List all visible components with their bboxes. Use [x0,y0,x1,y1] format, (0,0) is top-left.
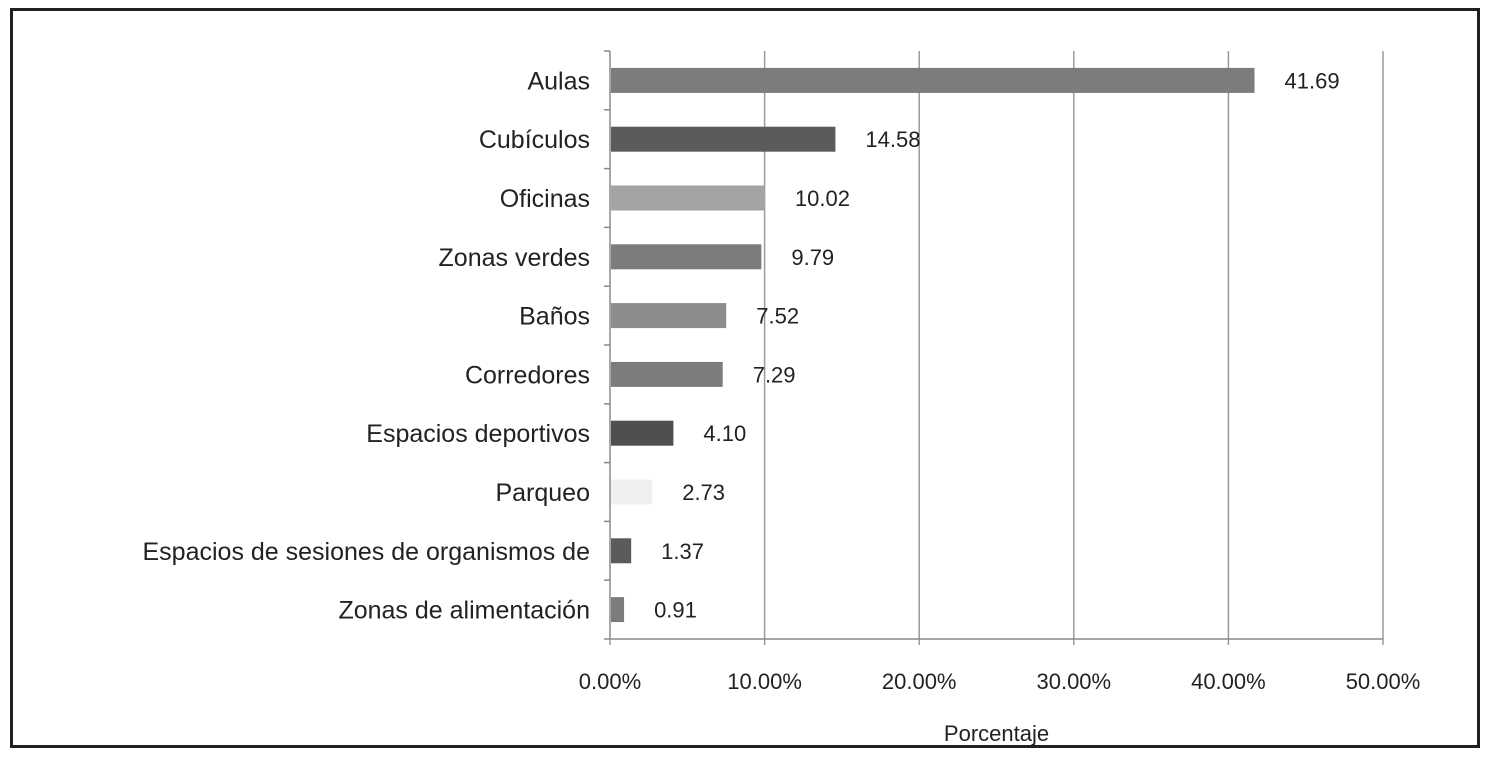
bar [611,479,653,505]
x-tick-label: 10.00% [727,669,802,694]
value-label: 14.58 [865,127,920,152]
value-label: 4.10 [703,421,746,446]
bar [611,361,723,387]
category-label: Espacios de sesiones de organismos de [143,538,591,566]
value-label: 7.52 [756,304,799,329]
category-label: Cubículos [479,126,590,154]
value-label: 9.79 [791,245,834,270]
gridlines [763,51,1384,639]
value-label: 0.91 [654,598,697,623]
category-label: Espacios deportivos [366,420,590,448]
category-label: Zonas de alimentación [338,597,590,625]
bar-chart: 0.00% 10.00% 20.00% 30.00% 40.00% 50.00% Aulas… [143,50,1421,745]
bar [611,538,632,564]
bars [611,67,1255,623]
bar [611,420,674,446]
bar [611,185,765,211]
x-tick-label: 0.00% [579,669,641,694]
x-tick-label: 20.00% [882,669,957,694]
bar [611,67,1255,93]
category-label: Zonas verdes [439,244,590,272]
value-label: 1.37 [661,539,704,564]
bar [611,126,836,152]
axes [604,50,1384,645]
bar [611,244,762,270]
x-tick-label: 40.00% [1191,669,1266,694]
category-label: Aulas [527,67,590,95]
category-label: Corredores [465,361,590,389]
category-label: Oficinas [500,185,590,213]
value-label: 2.73 [682,480,725,505]
bar [611,597,625,623]
category-label: Parqueo [495,479,590,507]
value-label: 7.29 [753,362,796,387]
x-tick-label: 30.00% [1036,669,1111,694]
value-label: 41.69 [1285,68,1340,93]
x-axis-title: Porcentaje [944,721,1049,745]
x-tick-label: 50.00% [1346,669,1421,694]
category-label: Baños [519,303,590,331]
value-label: 10.02 [795,186,850,211]
chart-frame: 0.00% 10.00% 20.00% 30.00% 40.00% 50.00% Aulas… [10,8,1480,748]
labels: 0.00% 10.00% 20.00% 30.00% 40.00% 50.00% Aulas… [143,67,1421,694]
bar [611,303,727,329]
